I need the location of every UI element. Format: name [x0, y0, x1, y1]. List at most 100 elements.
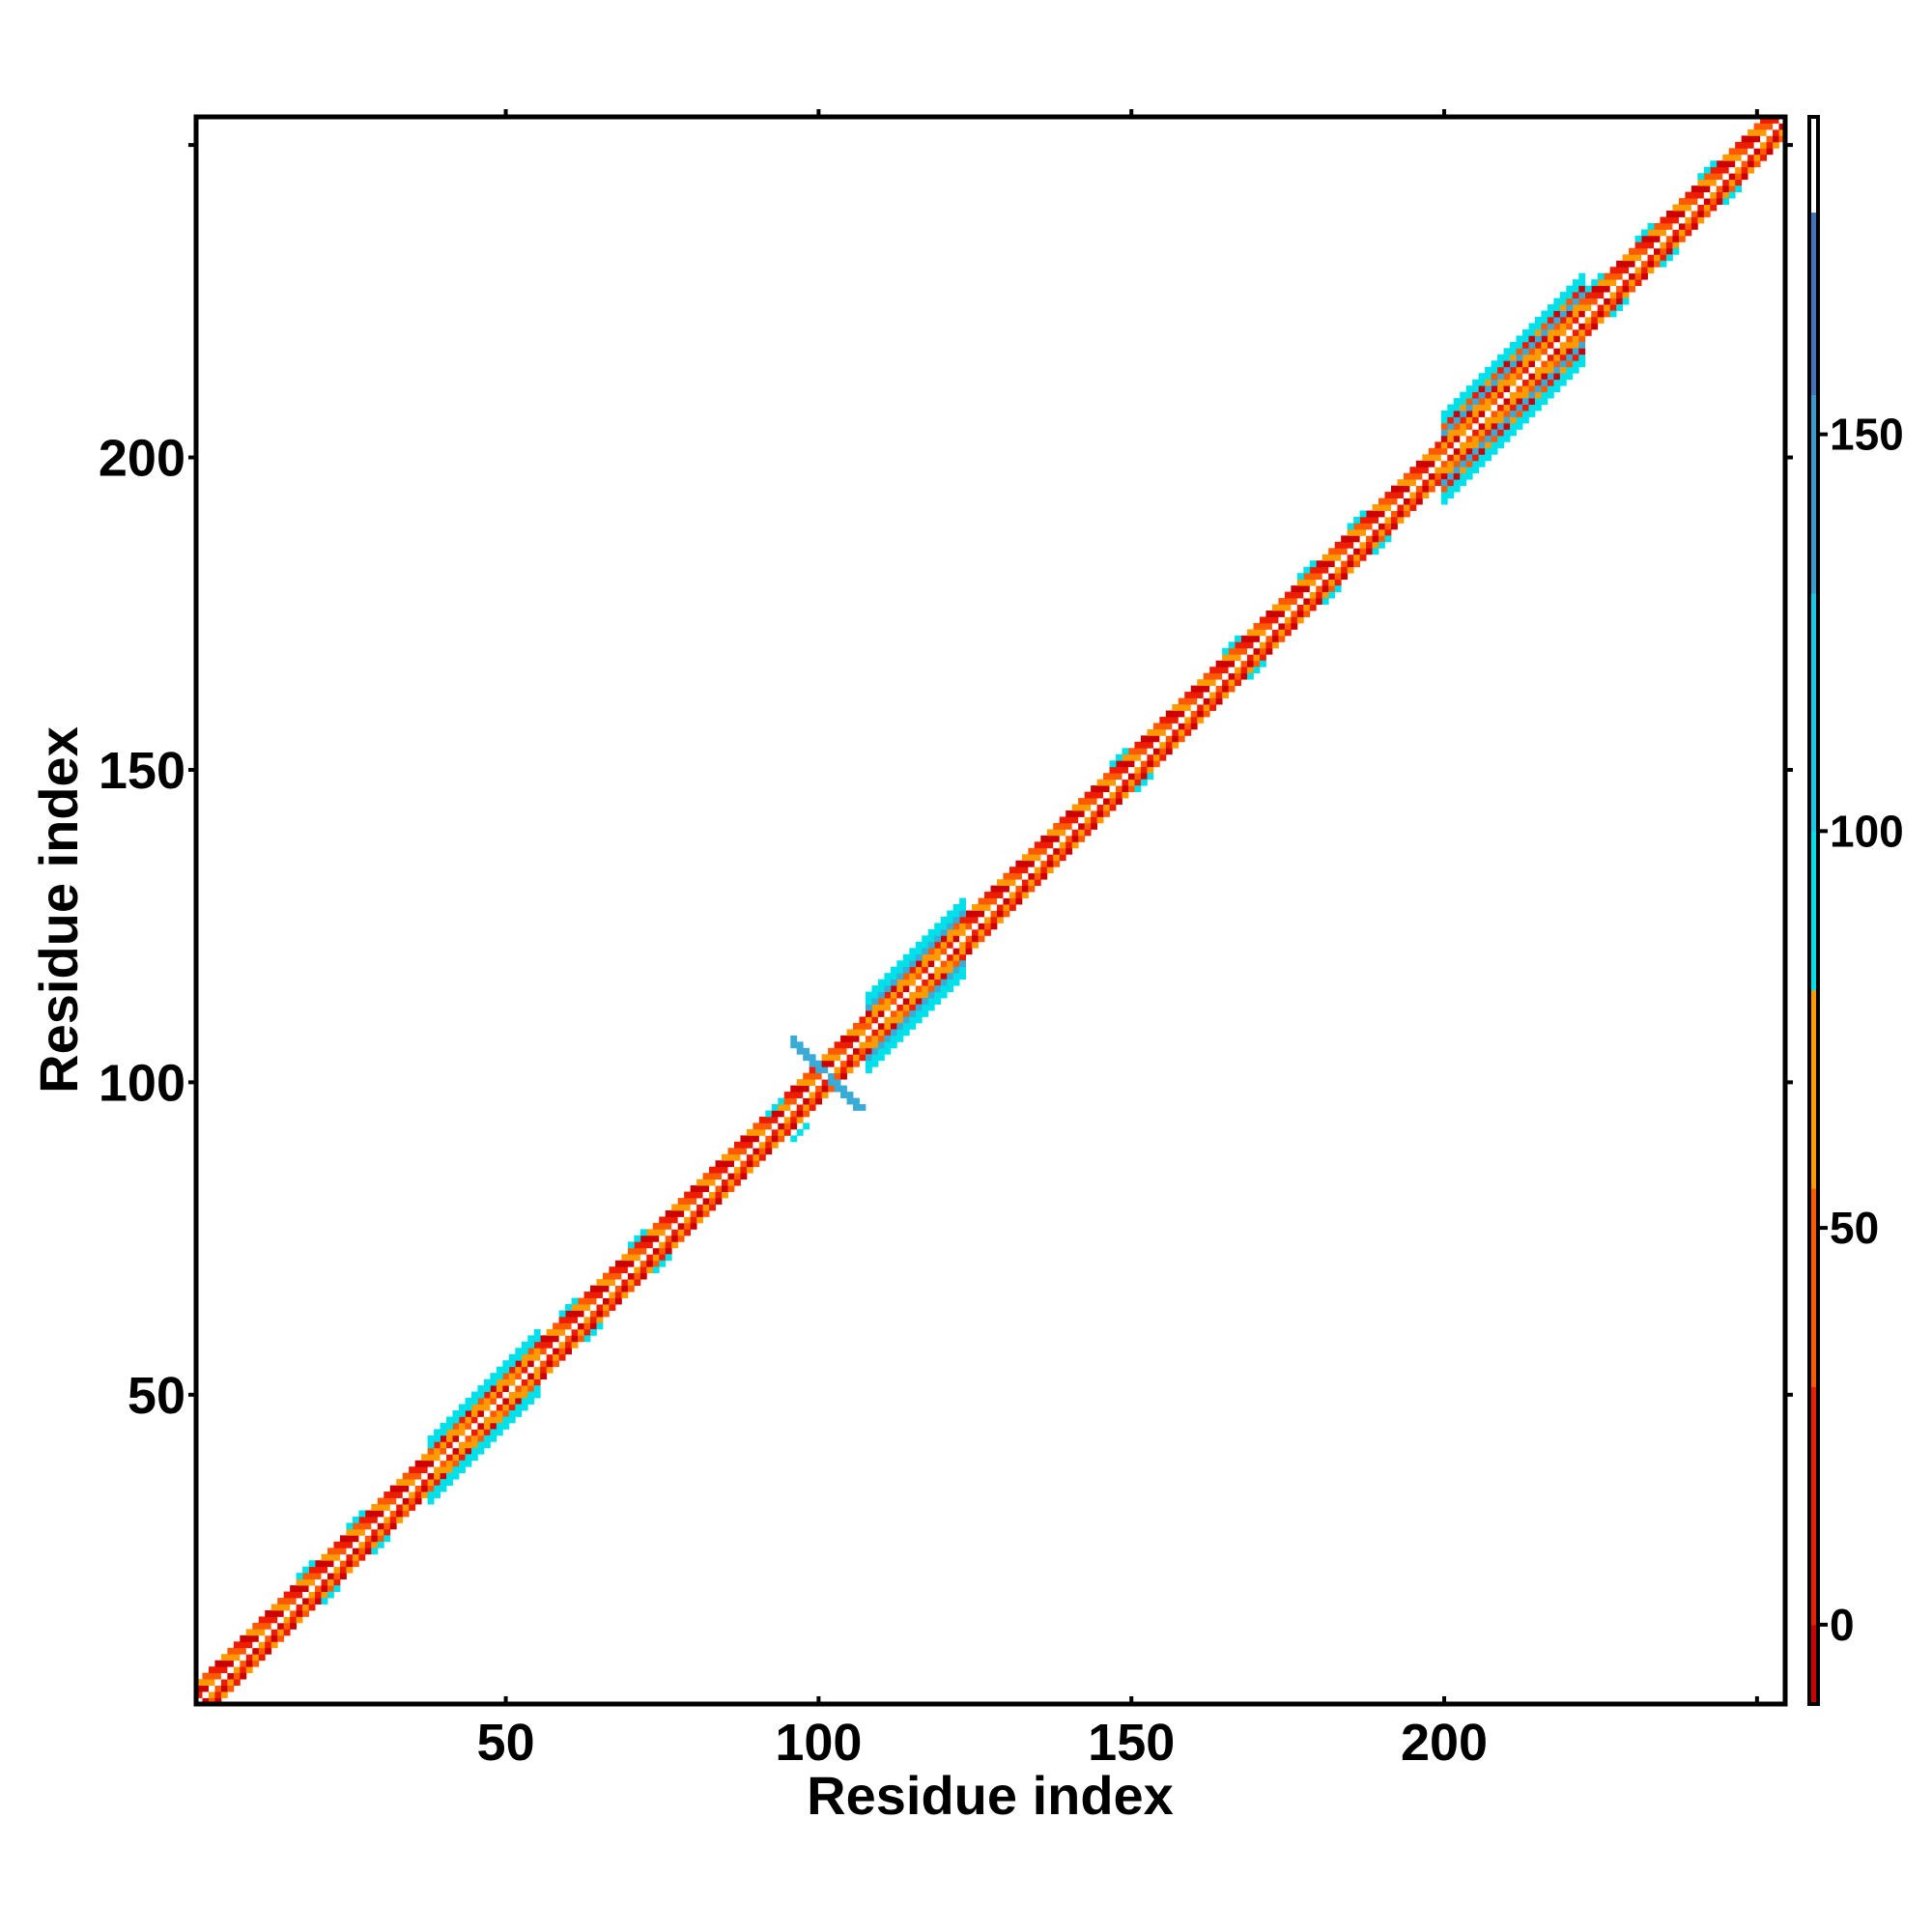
- heatmap-cell: [1341, 535, 1349, 543]
- heatmap-cell: [1616, 272, 1624, 280]
- heatmap-cell: [202, 1679, 210, 1686]
- heatmap-cell: [470, 1435, 478, 1442]
- heatmap-cell: [1578, 323, 1586, 330]
- heatmap-cell: [352, 1541, 359, 1548]
- heatmap-cell: [571, 1297, 579, 1305]
- plot-frame: [193, 114, 1788, 1707]
- heatmap-cell: [940, 960, 948, 968]
- heatmap-cell: [1271, 641, 1279, 649]
- heatmap-cell: [677, 1229, 685, 1236]
- heatmap-cell: [696, 1204, 703, 1211]
- heatmap-cell: [909, 991, 917, 999]
- heatmap-cell: [1040, 860, 1048, 867]
- heatmap-cell: [1647, 222, 1655, 230]
- heatmap-cell: [1510, 385, 1517, 393]
- heatmap-cell: [358, 1548, 366, 1555]
- heatmap-cell: [1460, 416, 1467, 424]
- heatmap-cell: [339, 1573, 347, 1580]
- heatmap-cell: [809, 1060, 816, 1067]
- heatmap-cell: [214, 1666, 222, 1674]
- heatmap-cell: [809, 1079, 816, 1087]
- heatmap-cell: [996, 910, 1004, 918]
- heatmap-cell: [1040, 847, 1048, 855]
- heatmap-cell: [1453, 467, 1461, 474]
- heatmap-cell: [1415, 492, 1423, 498]
- heatmap-cell: [1528, 391, 1536, 399]
- heatmap-cell: [245, 1660, 253, 1667]
- heatmap-cell: [427, 1492, 435, 1498]
- heatmap-cell: [1578, 279, 1586, 287]
- heatmap-cell: [358, 1516, 366, 1523]
- heatmap-cell: [1034, 879, 1041, 887]
- heatmap-cell: [1046, 867, 1054, 874]
- heatmap-cell: [1735, 166, 1743, 174]
- heatmap-cell: [996, 892, 1004, 898]
- heatmap-cell: [1528, 379, 1536, 386]
- heatmap-cell: [270, 1629, 278, 1636]
- heatmap-cell: [1460, 467, 1467, 474]
- heatmap-cell: [978, 904, 985, 911]
- heatmap-cell: [1428, 460, 1435, 468]
- heatmap-cell: [1609, 267, 1617, 274]
- heatmap-cell: [245, 1634, 253, 1642]
- heatmap-cell: [840, 1085, 847, 1093]
- heatmap-cell: [1497, 422, 1504, 430]
- heatmap-cell: [871, 991, 879, 999]
- heatmap-cell: [508, 1391, 516, 1399]
- heatmap-cell: [727, 1166, 735, 1174]
- heatmap-cell: [290, 1609, 298, 1617]
- y-tick-label: 150: [99, 742, 185, 800]
- heatmap-cell: [1521, 379, 1529, 386]
- heatmap-cell: [778, 1097, 785, 1105]
- heatmap-cell: [996, 897, 1004, 905]
- heatmap-cell: [483, 1435, 491, 1442]
- heatmap-cell: [1003, 904, 1010, 911]
- heatmap-cell: [871, 1054, 879, 1062]
- heatmap-cell: [909, 966, 917, 974]
- heatmap-cell: [1134, 766, 1142, 774]
- x-tick-label: 150: [1088, 1714, 1175, 1772]
- heatmap-cell: [690, 1198, 697, 1205]
- heatmap-cell: [1228, 647, 1236, 655]
- heatmap-cell: [1065, 847, 1073, 855]
- heatmap-cell: [227, 1672, 235, 1680]
- heatmap-cell: [1510, 411, 1517, 417]
- heatmap-cell: [1152, 753, 1160, 761]
- heatmap-cell: [1553, 316, 1561, 324]
- heatmap-cell: [1228, 672, 1236, 680]
- heatmap-cell: [1384, 504, 1392, 511]
- heatmap-cell: [947, 928, 954, 936]
- heatmap-cell: [290, 1616, 298, 1624]
- heatmap-cell: [659, 1247, 667, 1255]
- heatmap-cell: [1247, 647, 1254, 655]
- heatmap-cell: [1566, 373, 1574, 381]
- heatmap-cell: [1622, 254, 1630, 262]
- heatmap-cell: [927, 935, 935, 943]
- heatmap-cell: [1491, 441, 1498, 449]
- heatmap-cell: [1735, 173, 1743, 181]
- heatmap-cell: [277, 1622, 285, 1630]
- heatmap-cell: [709, 1198, 716, 1205]
- heatmap-cell: [1240, 667, 1248, 674]
- heatmap-cell: [1284, 591, 1292, 599]
- heatmap-cell: [1071, 829, 1079, 837]
- heatmap-cell: [358, 1522, 366, 1530]
- heatmap-cell: [1015, 860, 1023, 867]
- heatmap-cell: [1247, 660, 1254, 668]
- heatmap-cell: [702, 1179, 710, 1186]
- heatmap-cell: [1741, 141, 1748, 149]
- heatmap-cell: [1572, 279, 1579, 287]
- heatmap-cell: [502, 1422, 510, 1430]
- heatmap-cell: [252, 1641, 260, 1649]
- heatmap-cell: [1572, 310, 1579, 318]
- heatmap-cell: [796, 1097, 804, 1105]
- heatmap-cell: [1428, 447, 1435, 455]
- heatmap-cell: [740, 1135, 748, 1143]
- heatmap-cell: [321, 1578, 328, 1586]
- heatmap-cell: [1672, 204, 1680, 212]
- heatmap-cell: [327, 1585, 334, 1592]
- heatmap-cell: [515, 1353, 523, 1361]
- heatmap-cell: [1028, 854, 1036, 862]
- heatmap-cell: [1703, 211, 1711, 217]
- heatmap-cell: [1497, 429, 1504, 437]
